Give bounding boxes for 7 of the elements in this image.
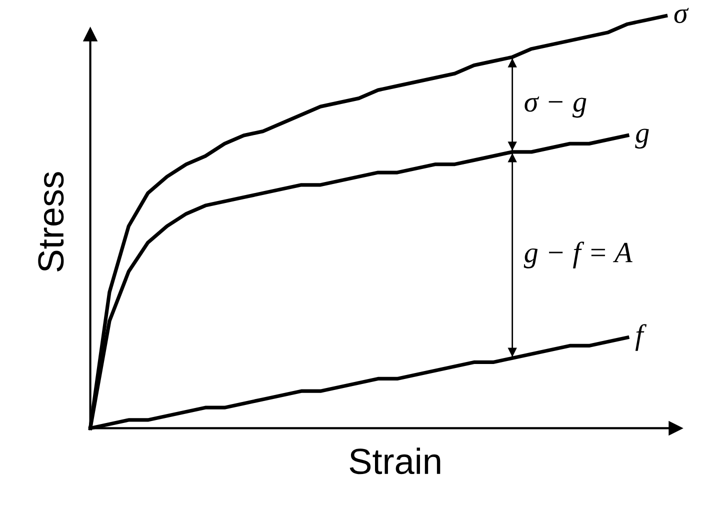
annotation: g − f = A [524,242,632,268]
annotation: σ − g [524,96,586,118]
x-axis-title: Strain [350,448,440,474]
y-axis-title: Stress [38,172,64,272]
series-label: g [635,128,649,149]
series-label: f [635,324,647,351]
series-label: σ [674,8,689,24]
